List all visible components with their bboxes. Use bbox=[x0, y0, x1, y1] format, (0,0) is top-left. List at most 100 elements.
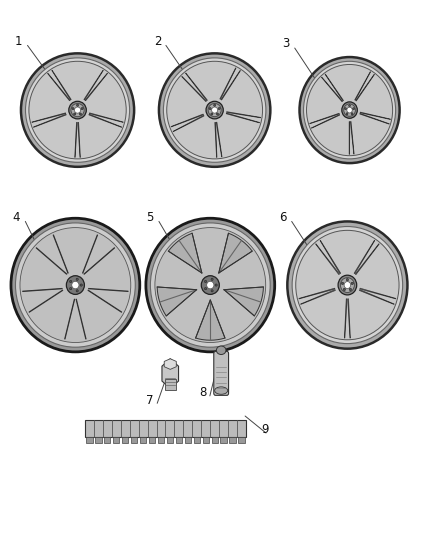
Bar bbox=[176, 437, 182, 442]
Polygon shape bbox=[64, 299, 75, 339]
Polygon shape bbox=[52, 70, 71, 100]
Ellipse shape bbox=[211, 278, 213, 280]
Ellipse shape bbox=[72, 108, 74, 110]
Bar bbox=[131, 437, 137, 442]
Bar bbox=[85, 420, 246, 437]
Polygon shape bbox=[224, 287, 263, 316]
Text: 5: 5 bbox=[146, 211, 154, 224]
Ellipse shape bbox=[71, 103, 84, 117]
Polygon shape bbox=[33, 114, 66, 127]
Ellipse shape bbox=[25, 58, 130, 162]
Polygon shape bbox=[89, 114, 122, 127]
Ellipse shape bbox=[201, 276, 219, 294]
Polygon shape bbox=[82, 235, 98, 273]
Polygon shape bbox=[354, 240, 375, 274]
Ellipse shape bbox=[218, 108, 220, 110]
Ellipse shape bbox=[211, 290, 213, 292]
Ellipse shape bbox=[69, 101, 86, 119]
Polygon shape bbox=[84, 247, 115, 274]
Polygon shape bbox=[85, 73, 107, 101]
Polygon shape bbox=[196, 300, 225, 340]
Bar bbox=[194, 437, 200, 442]
Text: 4: 4 bbox=[12, 211, 20, 224]
Ellipse shape bbox=[340, 278, 354, 293]
Text: 3: 3 bbox=[282, 37, 290, 50]
Bar bbox=[165, 379, 176, 390]
Polygon shape bbox=[360, 112, 390, 119]
Polygon shape bbox=[226, 111, 261, 118]
Ellipse shape bbox=[215, 284, 217, 286]
Ellipse shape bbox=[292, 227, 403, 344]
Polygon shape bbox=[360, 114, 389, 124]
Bar bbox=[95, 437, 102, 442]
Ellipse shape bbox=[74, 113, 76, 115]
Polygon shape bbox=[182, 76, 206, 102]
Bar bbox=[86, 437, 92, 442]
Ellipse shape bbox=[353, 108, 354, 110]
Polygon shape bbox=[321, 77, 343, 102]
Ellipse shape bbox=[70, 287, 72, 290]
Ellipse shape bbox=[351, 113, 353, 115]
Bar bbox=[230, 437, 236, 442]
Ellipse shape bbox=[215, 387, 228, 394]
Polygon shape bbox=[173, 115, 204, 132]
Polygon shape bbox=[36, 247, 67, 274]
Polygon shape bbox=[164, 359, 176, 369]
Polygon shape bbox=[53, 235, 68, 273]
Ellipse shape bbox=[342, 102, 357, 118]
Polygon shape bbox=[226, 113, 259, 123]
Ellipse shape bbox=[341, 282, 344, 285]
Polygon shape bbox=[76, 299, 86, 339]
Polygon shape bbox=[215, 123, 217, 157]
Ellipse shape bbox=[300, 57, 399, 163]
Text: 2: 2 bbox=[154, 35, 161, 47]
Bar bbox=[185, 437, 191, 442]
Ellipse shape bbox=[351, 282, 353, 285]
Polygon shape bbox=[78, 123, 81, 157]
Polygon shape bbox=[355, 244, 379, 274]
Ellipse shape bbox=[343, 288, 346, 290]
Polygon shape bbox=[349, 122, 350, 155]
Ellipse shape bbox=[304, 61, 396, 159]
Ellipse shape bbox=[344, 281, 351, 288]
Ellipse shape bbox=[206, 101, 223, 119]
Ellipse shape bbox=[216, 113, 219, 115]
Ellipse shape bbox=[345, 108, 346, 110]
Polygon shape bbox=[360, 288, 396, 299]
Polygon shape bbox=[168, 233, 202, 273]
Ellipse shape bbox=[70, 280, 72, 282]
Ellipse shape bbox=[208, 103, 221, 117]
Polygon shape bbox=[350, 122, 354, 154]
Polygon shape bbox=[344, 299, 347, 338]
Ellipse shape bbox=[205, 280, 207, 282]
Bar bbox=[203, 437, 209, 442]
Text: 6: 6 bbox=[279, 211, 286, 224]
Ellipse shape bbox=[338, 275, 357, 295]
Ellipse shape bbox=[29, 61, 126, 159]
Ellipse shape bbox=[11, 218, 140, 352]
Polygon shape bbox=[157, 287, 197, 316]
Ellipse shape bbox=[77, 104, 78, 106]
Text: 9: 9 bbox=[261, 423, 269, 437]
Bar bbox=[220, 437, 227, 442]
Ellipse shape bbox=[346, 113, 348, 115]
Polygon shape bbox=[219, 233, 252, 273]
Ellipse shape bbox=[349, 104, 350, 107]
Ellipse shape bbox=[76, 278, 78, 280]
Polygon shape bbox=[299, 288, 335, 299]
Ellipse shape bbox=[155, 228, 266, 343]
Polygon shape bbox=[75, 123, 77, 157]
Polygon shape bbox=[348, 299, 350, 338]
Bar bbox=[238, 437, 245, 442]
Polygon shape bbox=[88, 288, 128, 292]
Ellipse shape bbox=[347, 107, 352, 113]
Ellipse shape bbox=[20, 228, 131, 343]
Text: 7: 7 bbox=[146, 393, 153, 407]
Polygon shape bbox=[84, 70, 103, 100]
Ellipse shape bbox=[150, 223, 270, 347]
Polygon shape bbox=[221, 70, 240, 100]
Ellipse shape bbox=[349, 288, 352, 290]
Ellipse shape bbox=[76, 290, 78, 292]
Polygon shape bbox=[32, 113, 66, 123]
Ellipse shape bbox=[21, 53, 134, 167]
